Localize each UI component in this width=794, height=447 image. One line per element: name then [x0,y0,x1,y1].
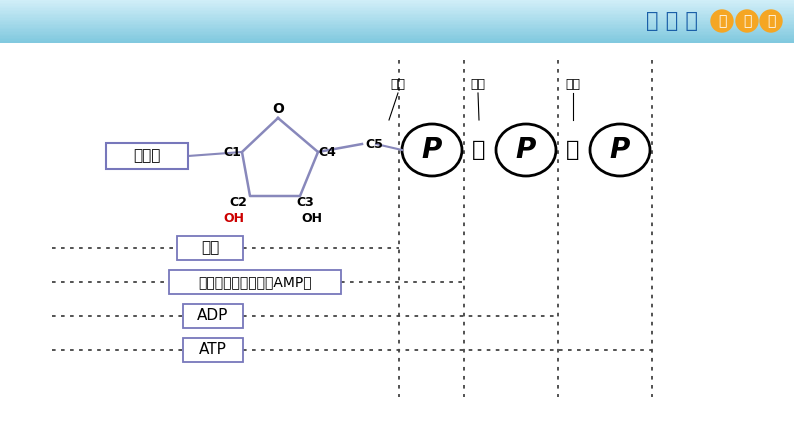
Bar [183,338,243,362]
Bar [0,17,794,19]
Text: C5: C5 [365,138,383,151]
Bar [0,13,794,14]
Bar [0,7,794,9]
Text: 高能: 高能 [565,79,580,92]
Text: 考: 考 [767,14,775,28]
Bar [0,0,794,2]
Text: 高能: 高能 [471,79,485,92]
Text: 腺苷: 腺苷 [201,240,219,256]
Bar [177,236,243,260]
Ellipse shape [496,124,556,176]
Text: ～: ～ [472,140,486,160]
Bar [0,21,794,23]
Text: 腺嘌呤核糖核苷酸（AMP）: 腺嘌呤核糖核苷酸（AMP） [198,275,312,289]
Bar [0,20,794,21]
Text: ～: ～ [566,140,580,160]
Circle shape [736,10,758,32]
Bar [0,1,794,3]
Text: P: P [610,136,630,164]
Bar [0,34,794,35]
Bar [183,304,243,328]
Text: ADP: ADP [198,308,229,324]
Text: O: O [272,102,284,116]
Bar [0,25,794,27]
Text: 腺嘌呤: 腺嘌呤 [133,148,160,164]
Bar [0,36,794,38]
Bar [0,31,794,33]
Text: P: P [516,136,536,164]
Bar [0,38,794,40]
Bar [0,41,794,42]
Text: C3: C3 [296,197,314,210]
Text: ATP: ATP [199,342,227,358]
Text: P: P [422,136,442,164]
Bar [0,3,794,5]
Bar [0,24,794,25]
Text: 新: 新 [718,14,727,28]
Text: 普通: 普通 [391,79,406,92]
Ellipse shape [402,124,462,176]
Bar [0,32,794,34]
Bar [0,14,794,16]
Bar [0,6,794,8]
Bar [0,4,794,6]
Text: 新 教 材: 新 教 材 [646,11,698,31]
Text: C2: C2 [229,197,247,210]
Bar [0,10,794,12]
Bar [0,27,794,29]
Bar [0,18,794,20]
Bar [0,22,794,24]
Bar [0,11,794,13]
Text: C4: C4 [318,146,336,159]
Bar [169,270,341,294]
Ellipse shape [590,124,650,176]
Bar [0,8,794,10]
Bar [0,30,794,31]
Text: OH: OH [302,211,322,224]
Bar [0,28,794,30]
Circle shape [711,10,733,32]
Bar [106,143,188,169]
Bar [0,15,794,17]
Text: C1: C1 [223,146,241,159]
Circle shape [760,10,782,32]
Text: OH: OH [223,211,245,224]
Bar [0,39,794,41]
Bar [0,35,794,37]
Text: 高: 高 [743,14,751,28]
